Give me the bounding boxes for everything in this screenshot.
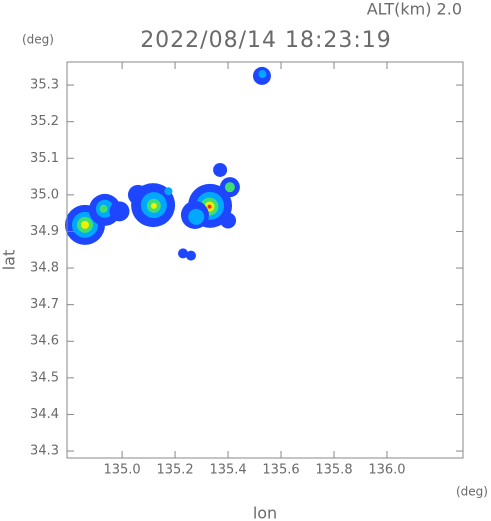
plot-area <box>65 66 271 261</box>
x-tick-label: 135.8 <box>315 463 352 478</box>
x-unit: (deg) <box>456 485 488 499</box>
y-axis-label: lat <box>0 250 19 271</box>
y-tick-label: 34.8 <box>30 261 59 276</box>
y-tick-label: 35.0 <box>30 187 59 202</box>
plot-frame <box>66 61 464 459</box>
echo-cell <box>188 208 205 225</box>
x-tick-label: 135.0 <box>103 463 140 478</box>
chart-title: 2022/08/14 18:23:19 <box>140 28 392 53</box>
y-tick-label: 34.3 <box>30 444 59 459</box>
echo-cell <box>99 204 108 213</box>
echo-cell <box>81 220 90 229</box>
y-tick-label: 34.5 <box>30 370 59 385</box>
x-tick-label: 136.0 <box>368 463 405 478</box>
echo-cell <box>207 204 212 209</box>
y-tick-label: 34.7 <box>30 297 59 312</box>
echo-cell <box>185 250 196 261</box>
x-tick-label: 135.6 <box>262 463 299 478</box>
echo-cell <box>213 162 228 177</box>
echo-cell <box>150 202 157 209</box>
echo-cell <box>258 70 267 79</box>
y-tick-label: 35.3 <box>30 78 59 93</box>
x-tick-label: 135.2 <box>156 463 193 478</box>
altitude-label: ALT(km) 2.0 <box>367 0 462 19</box>
x-axis-label: lon <box>253 504 277 521</box>
y-tick-label: 35.1 <box>30 151 59 166</box>
y-tick-label: 35.2 <box>30 114 59 129</box>
echo-cell <box>164 187 173 196</box>
x-tick-label: 135.4 <box>209 463 246 478</box>
echo-cell <box>178 248 189 259</box>
y-tick-label: 34.6 <box>30 334 59 349</box>
echo-cell <box>224 182 235 193</box>
echo-cell <box>109 201 130 222</box>
y-unit: (deg) <box>22 33 54 47</box>
y-tick-label: 34.9 <box>30 224 59 239</box>
y-tick-label: 34.4 <box>30 407 59 422</box>
echo-cell <box>220 212 237 229</box>
